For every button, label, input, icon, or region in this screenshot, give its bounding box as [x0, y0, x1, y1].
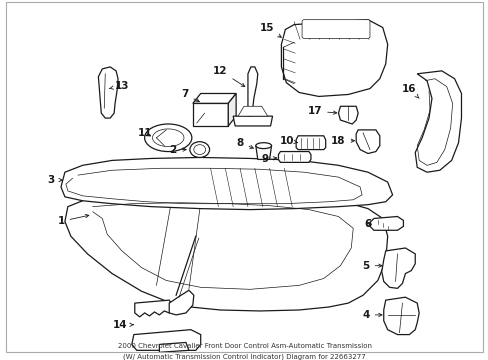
Text: 9: 9 — [261, 154, 276, 165]
Text: 1: 1 — [57, 215, 89, 226]
Polygon shape — [338, 106, 357, 124]
Text: 3: 3 — [47, 175, 62, 185]
Text: 10: 10 — [280, 136, 297, 146]
Text: 16: 16 — [401, 84, 418, 98]
Ellipse shape — [193, 145, 205, 154]
Text: 2: 2 — [169, 145, 186, 154]
Polygon shape — [192, 103, 228, 126]
Text: 15: 15 — [259, 23, 281, 37]
Polygon shape — [381, 248, 414, 288]
Polygon shape — [369, 216, 403, 230]
Text: 13: 13 — [109, 81, 129, 91]
Polygon shape — [238, 106, 267, 116]
Polygon shape — [61, 157, 392, 210]
Text: 2000 Chevrolet Cavalier Front Door Control Asm-Automatic Transmission: 2000 Chevrolet Cavalier Front Door Contr… — [117, 343, 371, 350]
Text: 8: 8 — [236, 138, 253, 148]
Polygon shape — [281, 20, 387, 96]
Polygon shape — [383, 297, 418, 334]
Polygon shape — [169, 290, 193, 315]
Polygon shape — [296, 136, 325, 150]
Polygon shape — [255, 146, 271, 159]
Text: 17: 17 — [307, 106, 336, 116]
FancyBboxPatch shape — [302, 20, 369, 39]
Ellipse shape — [255, 143, 271, 149]
Polygon shape — [98, 67, 118, 118]
Polygon shape — [135, 300, 173, 317]
Polygon shape — [65, 191, 387, 311]
Text: 7: 7 — [181, 90, 199, 102]
Polygon shape — [228, 94, 236, 126]
Ellipse shape — [152, 129, 183, 147]
Text: 18: 18 — [330, 136, 354, 146]
Text: 4: 4 — [362, 310, 381, 320]
Text: (W/ Automatic Transmission Control Indicator) Diagram for 22663277: (W/ Automatic Transmission Control Indic… — [123, 353, 365, 360]
Polygon shape — [192, 94, 236, 103]
Text: 6: 6 — [364, 219, 371, 229]
Polygon shape — [355, 130, 379, 153]
Polygon shape — [278, 152, 310, 162]
Polygon shape — [233, 116, 272, 126]
Ellipse shape — [144, 124, 191, 152]
Text: 12: 12 — [213, 66, 244, 86]
Text: 14: 14 — [112, 320, 133, 330]
Text: 5: 5 — [362, 261, 381, 271]
Ellipse shape — [189, 142, 209, 157]
Polygon shape — [247, 67, 257, 116]
Polygon shape — [414, 71, 461, 172]
Polygon shape — [159, 342, 188, 352]
Text: 11: 11 — [137, 128, 152, 138]
Polygon shape — [132, 330, 200, 350]
